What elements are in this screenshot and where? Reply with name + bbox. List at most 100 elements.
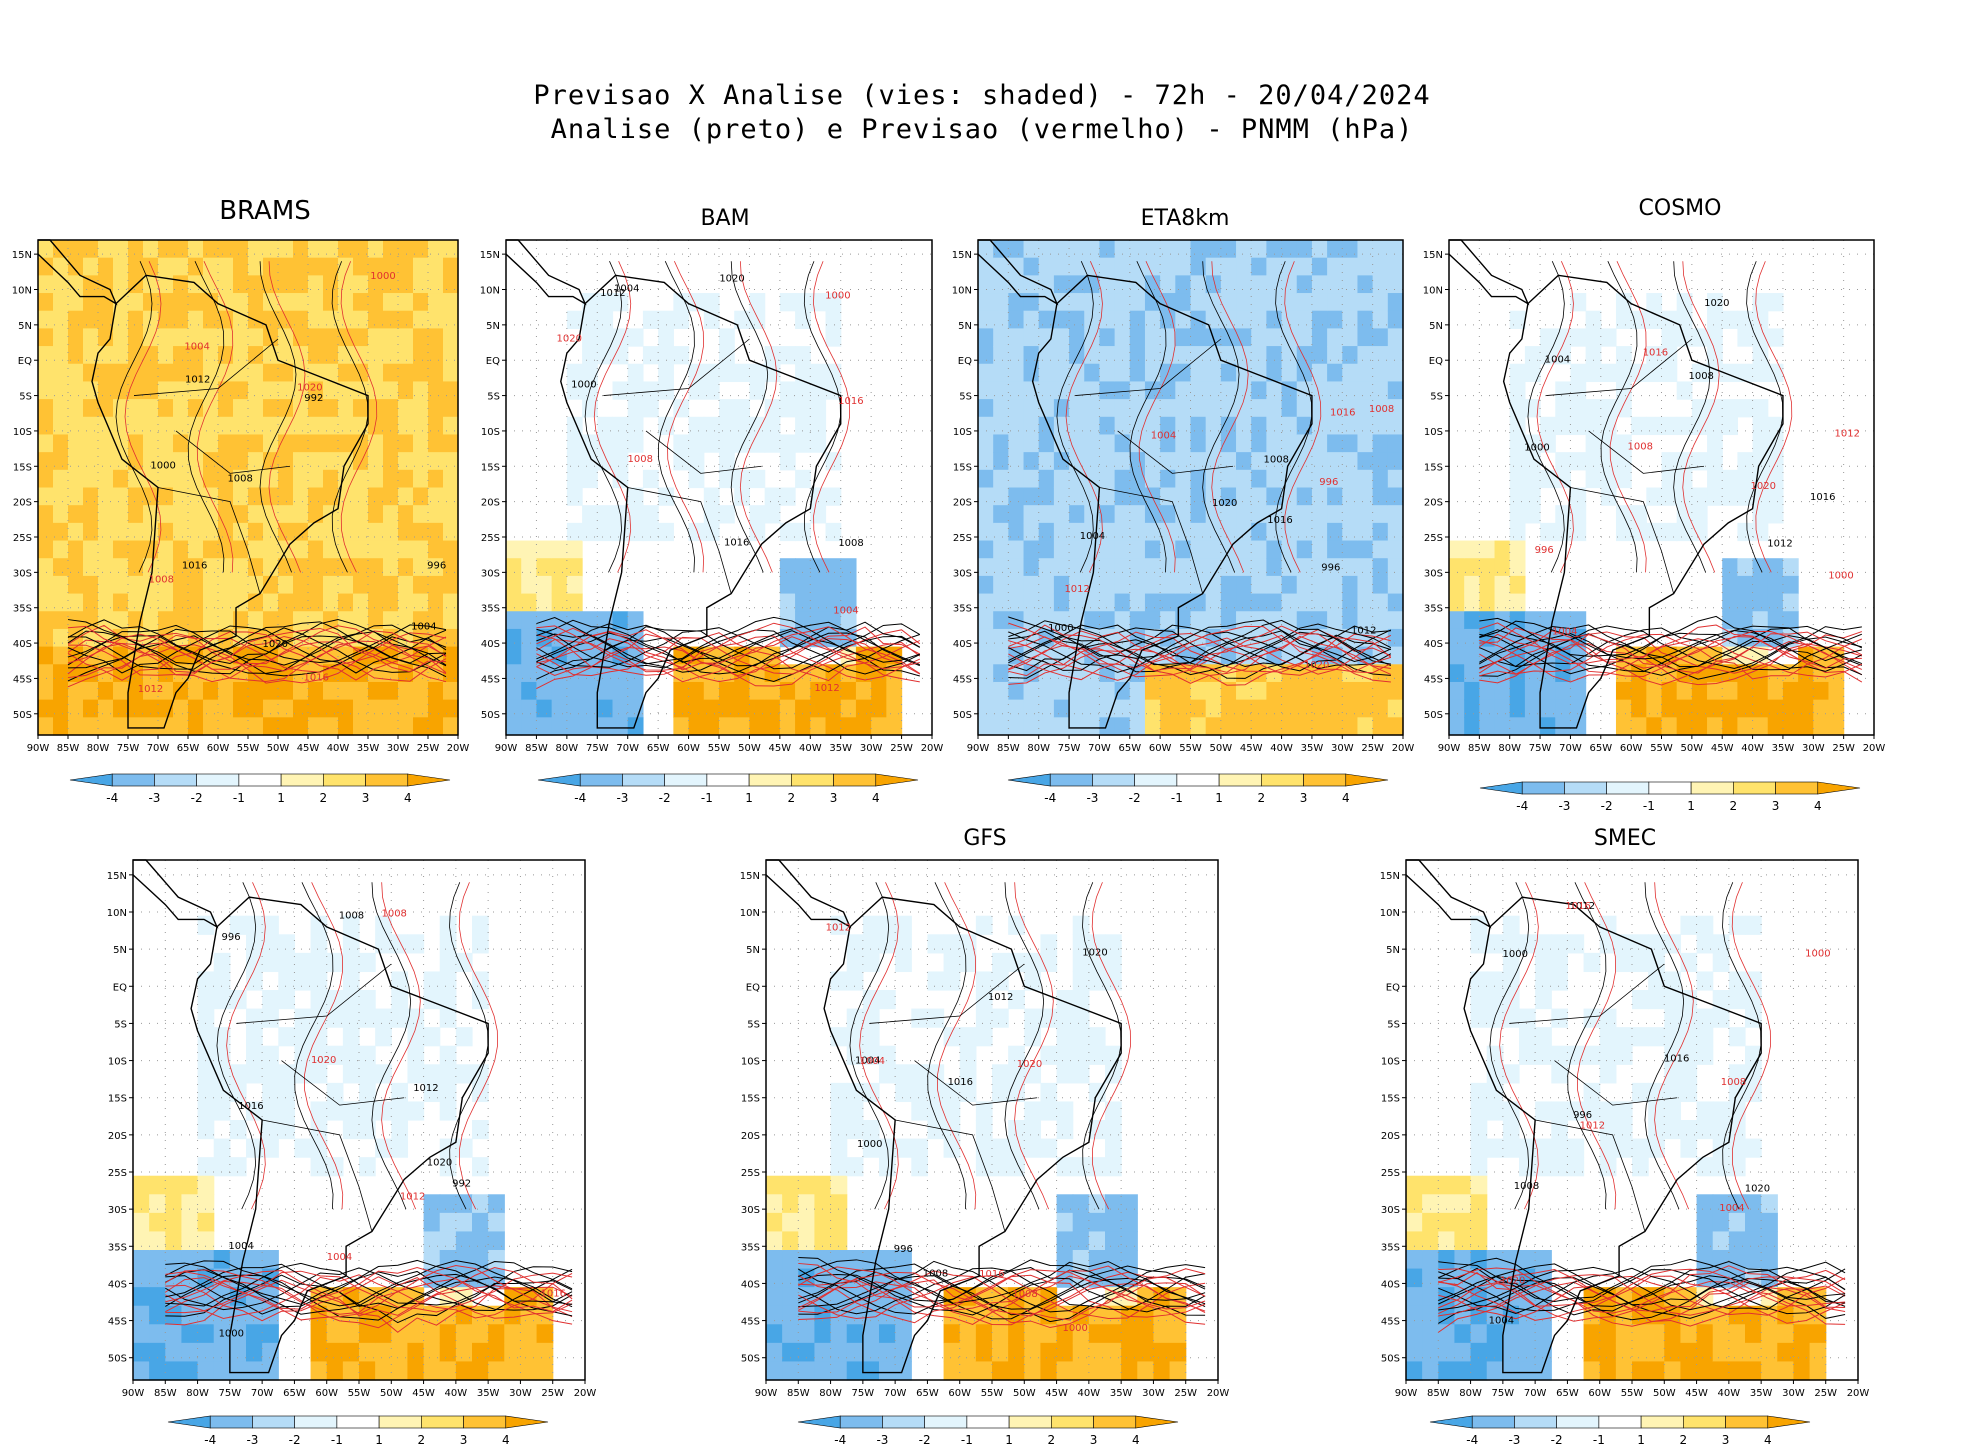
bias-cell bbox=[338, 363, 354, 383]
bias-cell bbox=[1099, 257, 1116, 276]
bias-cell bbox=[782, 1175, 799, 1195]
bias-cell bbox=[1008, 699, 1025, 718]
bias-cell bbox=[368, 593, 384, 612]
bias-cell bbox=[814, 1324, 832, 1344]
coastline-path bbox=[977, 239, 1059, 306]
x-tick-label: 45W bbox=[1240, 743, 1263, 754]
bias-cell bbox=[1479, 575, 1496, 595]
colorbar-segment bbox=[1767, 1415, 1811, 1429]
bias-cell bbox=[582, 310, 598, 329]
bias-cell bbox=[782, 1361, 799, 1381]
bias-cell bbox=[1088, 971, 1106, 991]
bias-cell bbox=[391, 934, 409, 954]
bias-cell bbox=[262, 1120, 279, 1140]
bias-cell bbox=[521, 717, 538, 736]
bias-cell bbox=[1099, 399, 1116, 418]
bias-cell bbox=[68, 399, 84, 418]
analysis-isobar bbox=[798, 1263, 1206, 1310]
bias-cell bbox=[407, 1064, 425, 1084]
bias-cell bbox=[353, 381, 369, 400]
bias-cell bbox=[1251, 381, 1267, 400]
colorbar-segment bbox=[1817, 781, 1861, 795]
forecast-contour-label: 1016 bbox=[838, 396, 863, 407]
bias-cell bbox=[133, 1250, 150, 1270]
bias-cell bbox=[68, 310, 84, 329]
bias-cell bbox=[566, 540, 583, 559]
bias-cell bbox=[149, 1287, 166, 1307]
bias-cell bbox=[472, 1194, 489, 1214]
bias-cell bbox=[158, 593, 174, 612]
bias-cell bbox=[975, 1008, 993, 1028]
bias-cell bbox=[278, 1101, 296, 1121]
bias-cell bbox=[1008, 575, 1025, 595]
bias-cell bbox=[293, 699, 309, 718]
bias-cell bbox=[53, 434, 69, 453]
bias-cell bbox=[428, 717, 444, 736]
bias-cell bbox=[1175, 487, 1192, 506]
bias-cell bbox=[173, 416, 189, 436]
forecast-isobar bbox=[1211, 261, 1249, 573]
bias-cell bbox=[810, 416, 827, 436]
bias-cell bbox=[1266, 310, 1283, 329]
bias-cell bbox=[1099, 558, 1116, 577]
colorbar-segment bbox=[1775, 781, 1819, 795]
bias-cell bbox=[1236, 310, 1252, 329]
bias-cell bbox=[1205, 240, 1222, 259]
bias-cell bbox=[53, 487, 69, 506]
bias-cell bbox=[1236, 505, 1252, 524]
bias-cell bbox=[1236, 293, 1252, 312]
bias-cell bbox=[203, 593, 219, 612]
bias-cell bbox=[1509, 310, 1526, 329]
colorbar-label: -3 bbox=[148, 791, 160, 805]
bias-cell bbox=[310, 952, 328, 973]
bias-cell bbox=[1793, 1342, 1811, 1363]
colorbar-segment bbox=[1690, 781, 1734, 795]
bias-cell bbox=[1761, 1194, 1778, 1214]
bias-cell bbox=[1251, 346, 1267, 365]
bias-cell bbox=[278, 1120, 296, 1140]
bias-cell bbox=[862, 915, 880, 935]
bias-cell bbox=[959, 1045, 977, 1065]
colorbar-label: -3 bbox=[246, 1433, 258, 1447]
bias-cell bbox=[1502, 1324, 1520, 1344]
bias-cell bbox=[428, 558, 444, 577]
bias-cell bbox=[1281, 540, 1298, 559]
bias-cell bbox=[1205, 681, 1222, 701]
bias-cell bbox=[1570, 399, 1587, 418]
bias-cell bbox=[173, 575, 189, 595]
forecast-isobar bbox=[1008, 634, 1391, 683]
bias-cell bbox=[627, 487, 644, 506]
bias-cell bbox=[1599, 1157, 1617, 1177]
bias-cell bbox=[83, 522, 99, 542]
bias-cell bbox=[1296, 257, 1313, 276]
axes: 90W 85W 80W 75W 70W 65W 60W 55W 50W 45W 40W 35W 30W 2… bbox=[12, 250, 470, 754]
bias-cell bbox=[1454, 1231, 1472, 1251]
analysis-isobar bbox=[67, 624, 447, 669]
colorbar-segment bbox=[294, 1415, 338, 1429]
bias-cell bbox=[1251, 452, 1267, 471]
bias-cell bbox=[213, 1305, 231, 1325]
bias-cell bbox=[1053, 522, 1070, 542]
bias-cell bbox=[98, 346, 114, 365]
bias-cell bbox=[83, 293, 99, 312]
bias-cell bbox=[38, 593, 54, 612]
bias-cell bbox=[398, 522, 414, 542]
bias-cell bbox=[1069, 293, 1085, 312]
bias-cell bbox=[1535, 1157, 1552, 1177]
bias-cell bbox=[368, 310, 384, 329]
bias-cell bbox=[1038, 434, 1055, 453]
bias-cell bbox=[368, 575, 384, 595]
bias-cell bbox=[1311, 275, 1328, 294]
bias-cell bbox=[229, 1361, 247, 1381]
bias-cell bbox=[1599, 1120, 1617, 1140]
forecast-isobar bbox=[813, 261, 850, 573]
bias-cell bbox=[1661, 363, 1678, 383]
colorbar-segment bbox=[748, 773, 792, 787]
bias-cell bbox=[1236, 540, 1252, 559]
bias-cell bbox=[1281, 664, 1298, 683]
bias-cell bbox=[1745, 971, 1762, 991]
bias-cell bbox=[326, 1305, 344, 1325]
bias-cell bbox=[455, 952, 473, 973]
bias-cell bbox=[229, 1157, 247, 1177]
bias-cell bbox=[278, 952, 296, 973]
